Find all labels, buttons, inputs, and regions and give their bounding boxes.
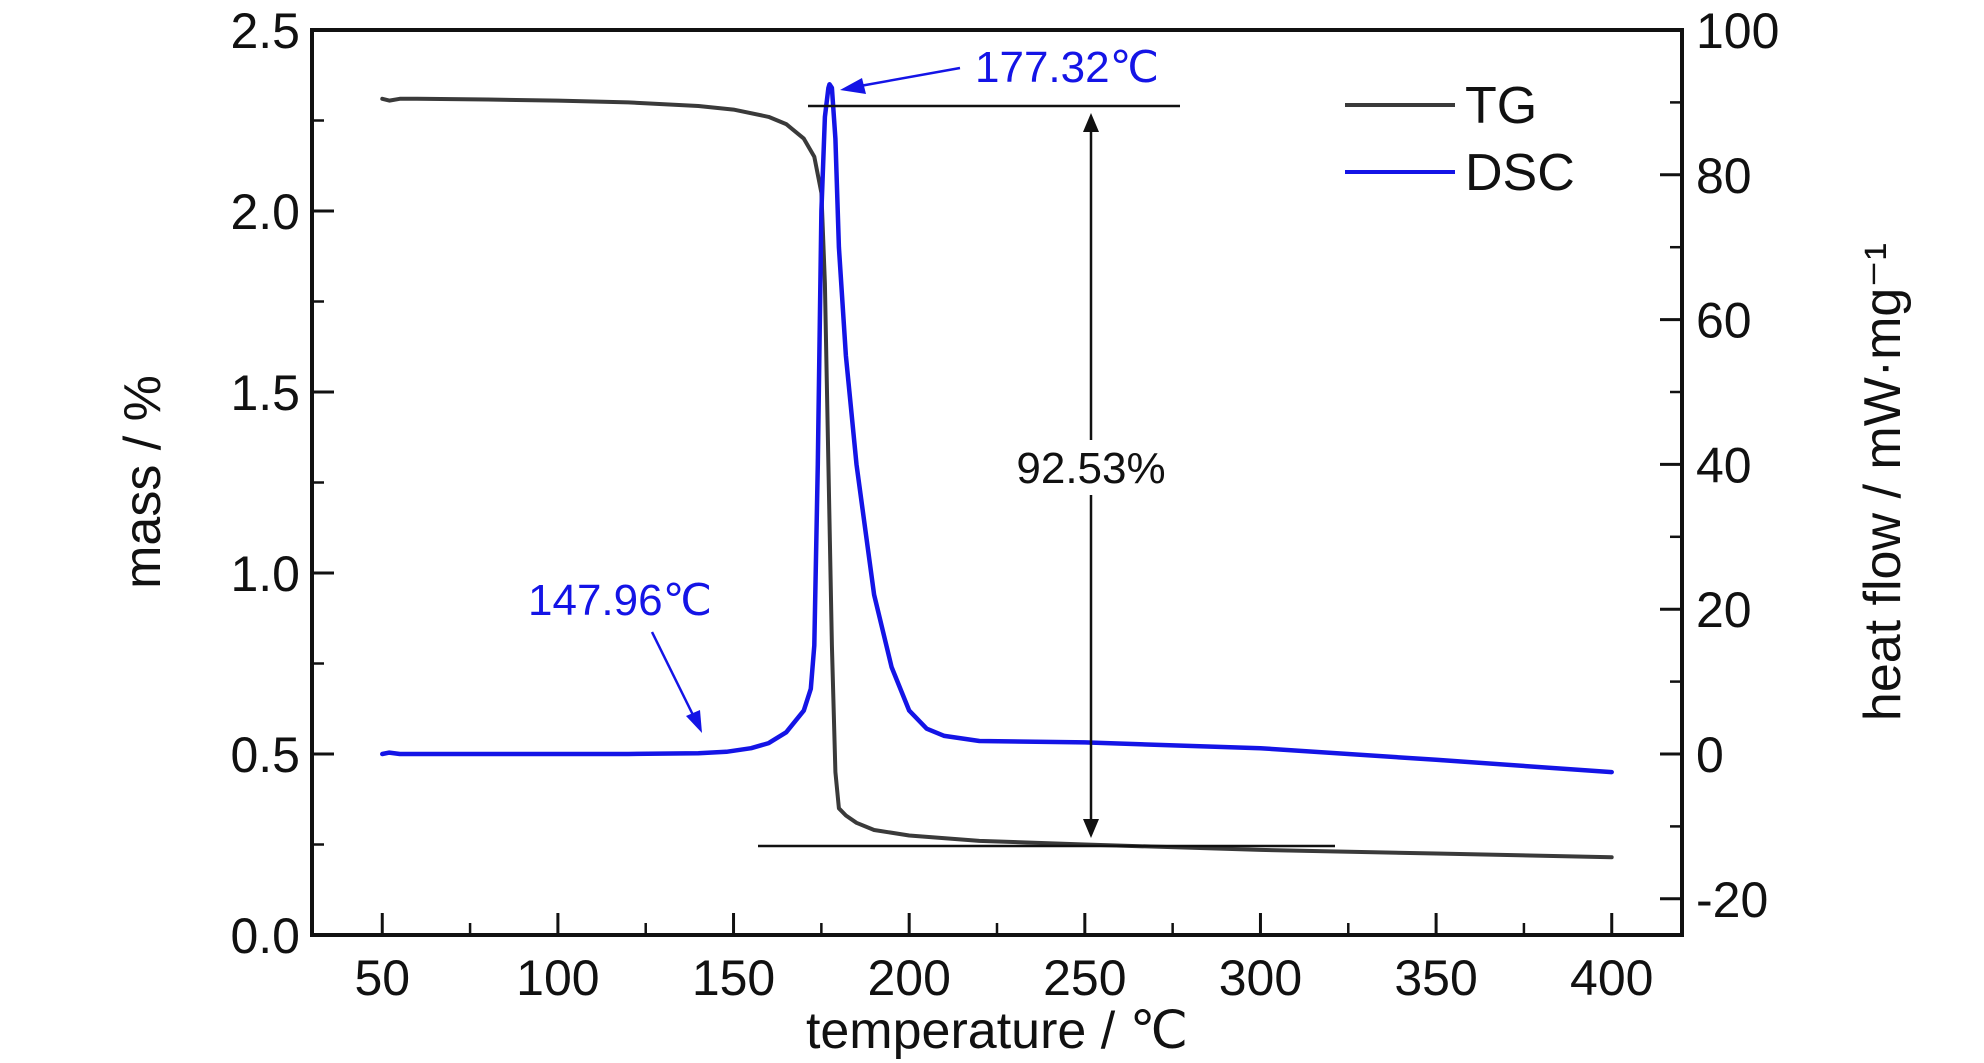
mass-loss-arrow-head-up (1083, 113, 1099, 132)
x-tick-label: 200 (867, 950, 950, 1006)
x-tick-label: 100 (516, 950, 599, 1006)
lines-layer (380, 82, 1614, 860)
x-tick-label: 300 (1219, 950, 1302, 1006)
onset-arrow-line (650, 631, 695, 716)
x-tick-label: 250 (1043, 950, 1126, 1006)
annotations: 92.53% 177.32℃ 147.96℃ (528, 43, 1335, 848)
legend-tg-label: TG (1465, 77, 1537, 135)
y-right-tick-label: 0 (1696, 727, 1724, 783)
mass-loss-label: 92.53% (1016, 444, 1165, 493)
plot-frame (310, 28, 1684, 937)
y-left-tick-label: 2.0 (230, 184, 300, 240)
x-tick-label: 50 (354, 950, 410, 1006)
peak-temperature-label: 177.32℃ (975, 43, 1159, 92)
y-right-tick-label: -20 (1696, 872, 1768, 928)
series-line-dsc (380, 82, 1614, 775)
y-right-axis-title: heat flow / mW·mg⁻¹ (1854, 243, 1912, 721)
y-left-axis-title: mass / % (114, 375, 172, 589)
legend-dsc-label: DSC (1465, 144, 1575, 202)
y-left-tick-label: 1.5 (230, 365, 300, 421)
y-left-tick-label: 1.0 (230, 546, 300, 602)
mass-loss-arrow-head-down (1083, 819, 1099, 838)
ticks-layer: 50 100 150 200 250 300 350 4000.00.51.01.52.02.… (230, 3, 1779, 1006)
y-right-tick-label: 80 (1696, 148, 1752, 204)
x-axis-title: temperature / ℃ (806, 1002, 1188, 1060)
x-tick-label: 400 (1570, 950, 1653, 1006)
y-left-tick-label: 0.5 (230, 727, 300, 783)
onset-temperature-label: 147.96℃ (528, 576, 712, 625)
y-right-tick-label: 20 (1696, 582, 1752, 638)
y-left-tick-label: 0.0 (230, 908, 300, 964)
y-right-tick-label: 100 (1696, 3, 1779, 59)
mass-loss-label-bg (1030, 440, 1165, 495)
legend: TG DSC (1345, 77, 1575, 202)
y-right-tick-label: 40 (1696, 437, 1752, 493)
x-tick-label: 350 (1394, 950, 1477, 1006)
y-left-tick-label: 2.5 (230, 3, 300, 59)
peak-arrow-line (859, 66, 961, 88)
onset-arrow-head (686, 710, 702, 733)
peak-arrow-head (840, 78, 866, 94)
y-right-tick-label: 60 (1696, 293, 1752, 349)
x-tick-label: 150 (692, 950, 775, 1006)
